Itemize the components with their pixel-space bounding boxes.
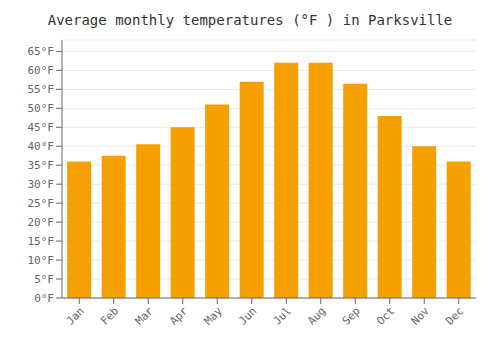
svg-text:0°F: 0°F xyxy=(34,292,54,305)
svg-text:Oct: Oct xyxy=(374,304,397,327)
svg-text:Mar: Mar xyxy=(133,304,157,328)
html-text:Average monthly temperatures (: Average monthly temperatures (°F ) in Pa… xyxy=(47,12,453,28)
svg-text:30°F: 30°F xyxy=(28,178,55,191)
svg-text:10°F: 10°F xyxy=(28,254,55,267)
svg-text:15°F: 15°F xyxy=(28,235,55,248)
svg-text:35°F: 35°F xyxy=(28,159,55,172)
svg-text:20°F: 20°F xyxy=(28,216,55,229)
svg-text:55°F: 55°F xyxy=(28,83,55,96)
svg-text:5°F: 5°F xyxy=(34,273,54,286)
svg-text:Sep: Sep xyxy=(340,304,363,327)
svg-text:Jan: Jan xyxy=(64,304,87,327)
svg-text:25°F: 25°F xyxy=(28,197,55,210)
svg-text:Feb: Feb xyxy=(98,304,121,327)
svg-text:65°F: 65°F xyxy=(28,45,55,58)
svg-text:45°F: 45°F xyxy=(28,121,55,134)
svg-text:Dec: Dec xyxy=(443,304,466,327)
svg-text:Nov: Nov xyxy=(409,304,433,328)
svg-text:Jun: Jun xyxy=(236,304,259,327)
svg-text:60°F: 60°F xyxy=(28,64,55,77)
svg-text:Aug: Aug xyxy=(305,304,328,327)
svg-text:50°F: 50°F xyxy=(28,102,55,115)
svg-text:May: May xyxy=(202,304,226,328)
svg-text:Jul: Jul xyxy=(271,304,294,327)
svg-text:40°F: 40°F xyxy=(28,140,55,153)
svg-text:Apr: Apr xyxy=(167,304,191,328)
